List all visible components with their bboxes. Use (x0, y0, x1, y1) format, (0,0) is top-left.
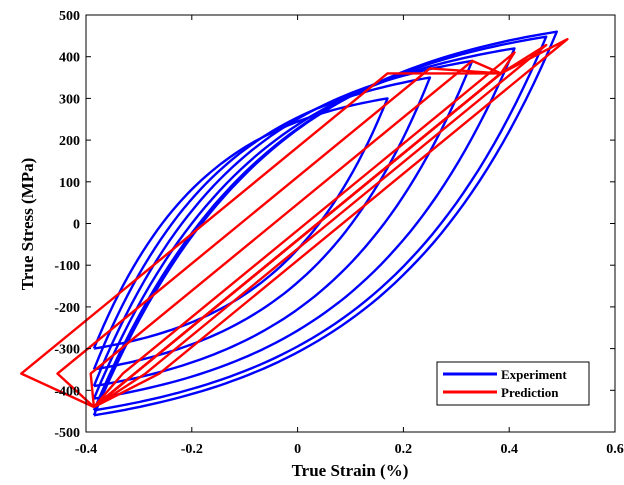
y-tick-label: -500 (54, 426, 80, 441)
y-tick-label: 0 (73, 218, 80, 233)
x-tick-label: 0.6 (606, 442, 624, 457)
y-tick-label: 200 (59, 134, 80, 149)
series-line (92, 97, 389, 350)
series-line (93, 38, 569, 409)
y-tick-label: -100 (54, 259, 80, 274)
x-tick-label: 0.4 (500, 442, 518, 457)
legend-box (436, 361, 590, 406)
tick-layer: -0.4 -0.2 0 0.2 0.4 0.6 -500 -400 -300 -200 -100 0 1… (54, 9, 623, 457)
y-tick-label: 500 (59, 9, 80, 24)
series-line (92, 47, 516, 400)
series-layer (20, 30, 569, 417)
y-tick-label: 300 (59, 92, 80, 107)
legend: Experiment Prediction (436, 361, 590, 406)
y-tick-label: -400 (54, 384, 80, 399)
series-line (92, 35, 548, 412)
y-tick-label: -200 (54, 301, 80, 316)
legend-label-experiment: Experiment (501, 367, 567, 382)
x-axis-label: True Strain (%) (292, 461, 409, 480)
y-tick-label: 400 (59, 51, 80, 66)
x-tick-label: 0.2 (395, 442, 413, 457)
y-tick-label: 100 (59, 176, 80, 191)
x-tick-label: 0 (294, 442, 301, 457)
x-tick-label: -0.2 (181, 442, 203, 457)
series-prediction (20, 38, 569, 409)
x-tick-label: -0.4 (75, 442, 97, 457)
series-line (92, 30, 558, 417)
y-tick-label: -300 (54, 343, 80, 358)
legend-label-prediction: Prediction (501, 385, 559, 400)
y-axis-label: True Stress (MPa) (18, 158, 37, 291)
series-line (92, 76, 432, 371)
